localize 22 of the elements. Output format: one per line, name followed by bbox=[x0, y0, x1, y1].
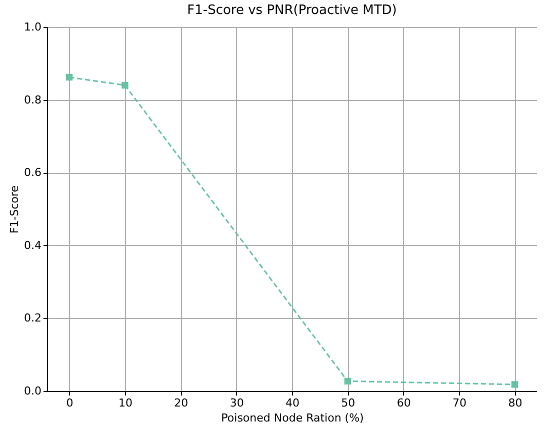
x-tick-label: 70 bbox=[452, 396, 467, 410]
x-axis-title: Poisoned Node Ration (%) bbox=[221, 412, 364, 424]
point bbox=[344, 378, 352, 385]
x-tick-label: 80 bbox=[508, 396, 522, 410]
chart-title: F1-Score vs PNR(Proactive MTD) bbox=[187, 3, 397, 18]
x-tick-label: 20 bbox=[174, 396, 188, 410]
y-tick-label: 0.8 bbox=[24, 93, 42, 106]
y-tick-label: 0.4 bbox=[24, 238, 42, 252]
point bbox=[511, 381, 518, 388]
x-tick-label: 0 bbox=[66, 396, 74, 410]
x-tick-label: 50 bbox=[341, 396, 356, 410]
point bbox=[66, 74, 73, 81]
x-tick-label: 30 bbox=[230, 396, 244, 410]
x-tick-label: 40 bbox=[286, 396, 300, 410]
y-axis-title: F1-Score bbox=[8, 185, 22, 234]
y-tick-label: 0.0 bbox=[24, 384, 42, 398]
point bbox=[122, 82, 128, 89]
x-tick-label: 10 bbox=[118, 396, 132, 410]
y-tick-label: 0.2 bbox=[24, 312, 42, 325]
x-tick-label: 60 bbox=[396, 396, 411, 410]
y-tick-label: 0.6 bbox=[24, 166, 42, 180]
y-tick-label: 1.0 bbox=[24, 20, 42, 34]
